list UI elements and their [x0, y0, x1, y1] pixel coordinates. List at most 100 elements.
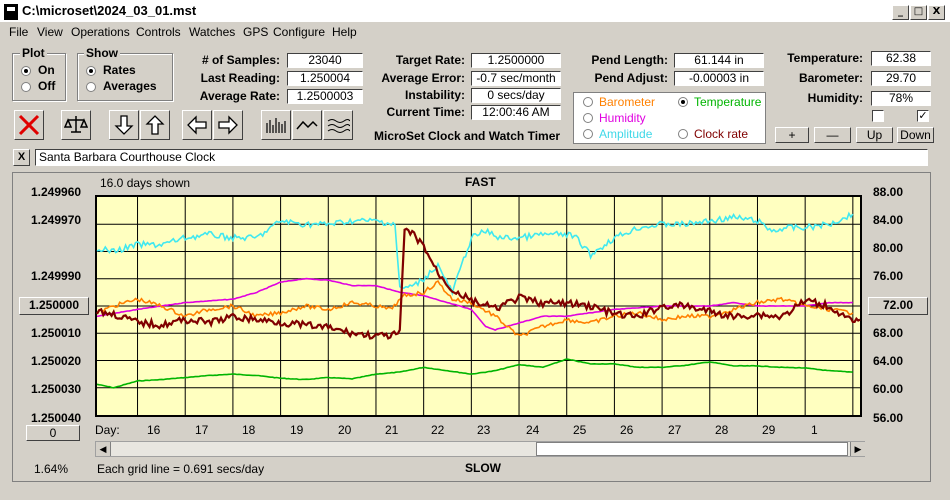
center-rate-button[interactable]: 1.250000 — [19, 297, 89, 315]
show-rates-radio[interactable] — [86, 66, 96, 76]
arrow-right-icon — [218, 115, 238, 135]
balance-button[interactable] — [61, 110, 91, 140]
minus-button[interactable]: — — [814, 127, 851, 143]
series-humidity — [96, 277, 853, 331]
show-averages-radio[interactable] — [86, 82, 96, 92]
day-tick-20: 20 — [338, 423, 352, 437]
series-barometer — [96, 280, 854, 337]
menu-help[interactable]: Help — [332, 25, 357, 39]
menu-bar: File View Operations Controls Watches GP… — [0, 23, 950, 41]
show-group-label: Show — [84, 46, 120, 60]
app-caption: MicroSet Clock and Watch Timer — [374, 129, 561, 143]
window-title: C:\microset\2024_03_01.mst — [22, 3, 197, 18]
plus-button[interactable]: + — [775, 127, 809, 143]
day-tick-18: 18 — [242, 423, 256, 437]
menu-gps[interactable]: GPS — [243, 25, 269, 39]
day-tick-26: 26 — [620, 423, 634, 437]
menu-operations[interactable]: Operations — [71, 25, 130, 39]
plot-off-label: Off — [38, 79, 56, 93]
minimize-button[interactable]: _ — [892, 5, 909, 20]
plot-on-radio[interactable] — [21, 66, 31, 76]
center-sensor-button[interactable]: 72.00 — [868, 297, 928, 315]
series-amplitude — [96, 211, 854, 297]
close-button[interactable]: X — [928, 5, 945, 20]
sensor-amplitude-radio[interactable] — [583, 129, 593, 139]
clear-name-button[interactable]: X — [13, 149, 30, 166]
sensor-barometer-label: Barometer — [599, 95, 656, 109]
day-tick-1: 1 — [811, 423, 818, 437]
show-averages-label: Averages — [103, 79, 157, 93]
day-tick-28: 28 — [715, 423, 729, 437]
maximize-button[interactable]: □ — [910, 5, 927, 20]
arrow-left-button[interactable] — [182, 110, 212, 140]
day-tick-27: 27 — [668, 423, 682, 437]
target-rate-label: Target Rate: — [395, 53, 465, 67]
app-icon — [4, 4, 18, 20]
menu-file[interactable]: File — [9, 25, 29, 39]
day-tick-23: 23 — [477, 423, 491, 437]
humidity-label: Humidity: — [807, 91, 863, 105]
day-tick-16: 16 — [147, 423, 161, 437]
slow-label: SLOW — [465, 461, 501, 475]
sensor-clock-rate-radio[interactable] — [678, 129, 688, 139]
average-rate-field: 1.2500003 — [287, 89, 363, 104]
line-graph-button[interactable] — [292, 110, 322, 140]
temperature-field: 62.38 — [871, 51, 931, 66]
red-x-icon — [18, 114, 40, 136]
day-tick-24: 24 — [526, 423, 540, 437]
barometer-field: 29.70 — [871, 71, 931, 86]
sensor-barometer-radio[interactable] — [583, 97, 593, 107]
clock-name-input[interactable]: Santa Barbara Courthouse Clock — [35, 149, 928, 166]
menu-view[interactable]: View — [37, 25, 63, 39]
line-graph-icon — [296, 120, 318, 130]
scale-icon — [64, 116, 88, 133]
percent-label: 1.64% — [34, 462, 69, 476]
pend-adjust-field: -0.00003 in — [674, 71, 764, 86]
last-reading-field: 1.250004 — [287, 71, 363, 86]
stop-button[interactable] — [14, 110, 44, 140]
arrow-down-button[interactable] — [109, 110, 139, 140]
plot-on-label: On — [38, 63, 55, 77]
left-tick-3: 1.249990 — [31, 269, 82, 283]
samples-field: 23040 — [287, 53, 363, 68]
up-button[interactable]: Up — [856, 127, 893, 143]
menu-watches[interactable]: Watches — [189, 25, 236, 39]
series-clock-rate — [96, 227, 861, 340]
left-tick-8: 1.250040 — [31, 411, 82, 425]
sensor-humidity-radio[interactable] — [583, 113, 593, 123]
menu-controls[interactable]: Controls — [136, 25, 181, 39]
right-tick-3: 76.00 — [873, 269, 904, 283]
zero-button[interactable]: 0 — [26, 425, 80, 441]
menu-configure[interactable]: Configure — [273, 25, 326, 39]
wave-button[interactable] — [323, 110, 353, 140]
day-tick-19: 19 — [290, 423, 304, 437]
day-tick-17: 17 — [195, 423, 209, 437]
show-humidity-checkbox[interactable] — [872, 110, 884, 122]
day-tick-21: 21 — [385, 423, 399, 437]
sensor-humidity-label: Humidity — [599, 111, 646, 125]
average-rate-label: Average Rate: — [199, 89, 280, 103]
left-tick-5: 1.250010 — [31, 326, 82, 340]
arrow-right-button[interactable] — [213, 110, 243, 140]
sensor-temperature-label: Temperature — [694, 95, 762, 109]
pend-adjust-label: Pend Adjust: — [594, 71, 668, 85]
left-tick-7: 1.250030 — [31, 382, 82, 396]
humidity-field: 78% — [871, 91, 931, 106]
arrow-up-icon — [145, 115, 165, 135]
arrow-down-icon — [114, 115, 134, 135]
time-scrollbar[interactable]: ◀ ▶ — [95, 441, 865, 457]
sensor-temperature-radio[interactable] — [678, 97, 688, 107]
down-button[interactable]: Down — [897, 127, 934, 143]
target-rate-field: 1.2500000 — [471, 53, 561, 68]
arrow-up-button[interactable] — [140, 110, 170, 140]
scroll-thumb[interactable] — [536, 442, 848, 456]
title-bar: C:\microset\2024_03_01.mst _ □ X — [0, 0, 950, 22]
scroll-left-arrow[interactable]: ◀ — [96, 442, 111, 456]
histogram-button[interactable] — [261, 110, 291, 140]
right-tick-5: 68.00 — [873, 326, 904, 340]
average-error-field: -0.7 sec/month — [471, 71, 561, 86]
scroll-right-arrow[interactable]: ▶ — [850, 442, 865, 456]
show-temperature-checkbox[interactable]: ✓ — [917, 110, 929, 122]
plot-group-label: Plot — [20, 46, 47, 60]
plot-off-radio[interactable] — [21, 82, 31, 92]
